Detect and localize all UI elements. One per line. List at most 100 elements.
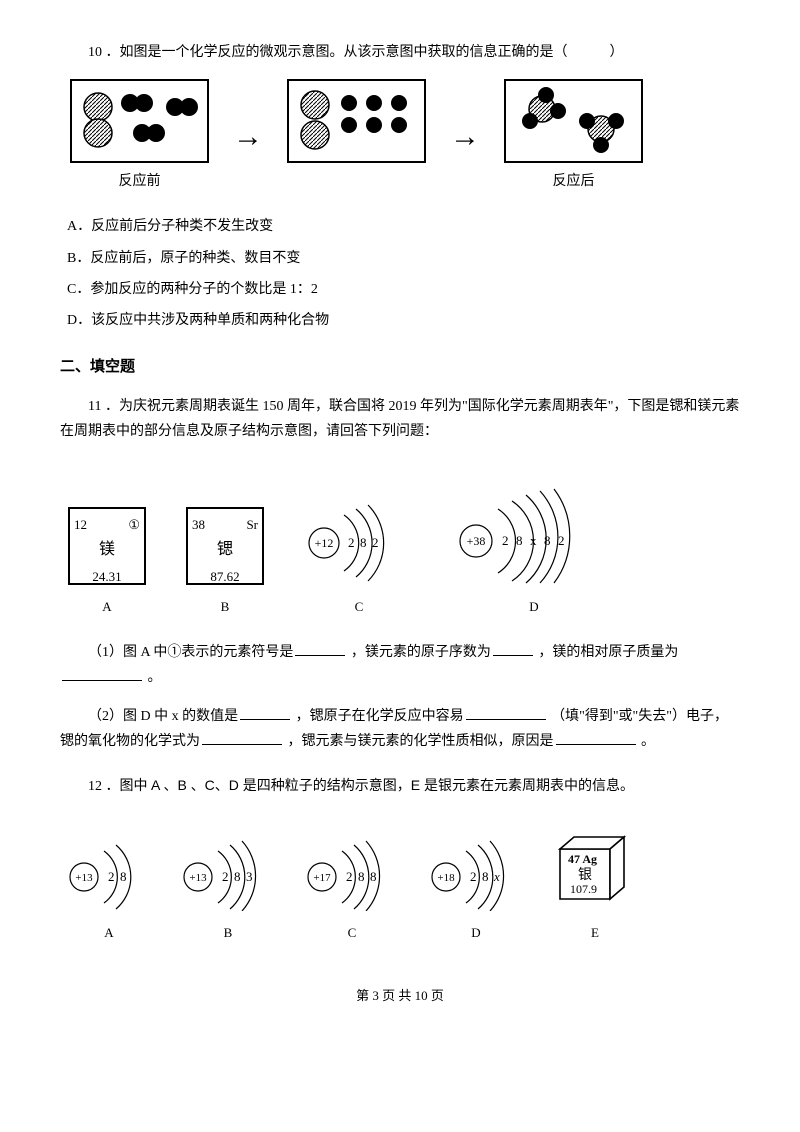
q12-stem-b: A 、B 、C、D xyxy=(151,777,243,793)
tile-b-mass: 87.62 xyxy=(210,565,239,588)
q11-sub1-c: ，镁的相对原子质量为 xyxy=(538,645,678,660)
q11-label-d: D xyxy=(529,595,538,618)
q12-label-b: B xyxy=(224,921,233,944)
svg-text:8: 8 xyxy=(516,533,523,548)
reaction-box-3 xyxy=(504,79,643,163)
svg-text:8: 8 xyxy=(358,869,365,884)
q12-label-e: E xyxy=(591,921,599,944)
q11-label-c: C xyxy=(355,595,364,618)
q11-stem: 11 ．为庆祝元素周期表诞生 150 周年，联合国将 2019 年列为"国际化学… xyxy=(60,394,740,444)
q12-label-c: C xyxy=(348,921,357,944)
cube-e-svg: 47 Ag 银 107.9 xyxy=(550,829,640,911)
q11-sub2-b: ，锶原子在化学反应中容易 xyxy=(296,709,464,724)
q12-atom-d2: +18 2 8 x D xyxy=(426,837,526,944)
svg-text:+13: +13 xyxy=(189,872,207,884)
page-footer: 第 3 页 共 10 页 xyxy=(60,984,740,1007)
svg-text:8: 8 xyxy=(360,535,367,550)
q10-box-after: 反应后 xyxy=(504,79,643,194)
blank[interactable] xyxy=(295,641,345,656)
q11-atom-c: +12 2 8 2 C xyxy=(304,499,414,618)
blank[interactable] xyxy=(493,641,533,656)
svg-text:2: 2 xyxy=(348,535,355,550)
label-before: 反应前 xyxy=(119,169,161,194)
svg-text:+18: +18 xyxy=(437,872,455,884)
q12-stem: 12 ．图中 A 、B 、C、D 是四种粒子的结构示意图，E 是银元素在元素周期… xyxy=(60,773,740,799)
q12-stem-d: E xyxy=(411,777,424,793)
svg-text:8: 8 xyxy=(120,869,127,884)
svg-text:8: 8 xyxy=(234,869,241,884)
blank[interactable] xyxy=(466,705,546,720)
q12-label-a: A xyxy=(104,921,113,944)
q12-atom-a: +13 2 8 A xyxy=(64,837,154,944)
blank[interactable] xyxy=(556,730,636,745)
svg-text:x: x xyxy=(493,869,500,884)
svg-text:2: 2 xyxy=(470,869,477,884)
blank[interactable] xyxy=(240,705,290,720)
q10-option-d: D．该反应中共涉及两种单质和两种化合物 xyxy=(67,308,740,333)
page: 10 ．如图是一个化学反应的微观示意图。从该示意图中获取的信息正确的是（ ） xyxy=(0,0,800,1038)
reaction-box-2 xyxy=(287,79,426,163)
q11-tile-a: 12 ① 镁 24.31 A xyxy=(68,507,146,618)
atom-c-svg: +12 2 8 2 xyxy=(304,499,414,585)
reaction-after-svg xyxy=(506,81,641,161)
svg-text:+17: +17 xyxy=(313,872,331,884)
tile-a-top: 12 ① xyxy=(74,513,140,536)
svg-text:3: 3 xyxy=(246,869,253,884)
svg-text:2: 2 xyxy=(558,533,565,548)
q10-option-c: C．参加反应的两种分子的个数比是 1：2 xyxy=(67,277,740,302)
tile-b-top: 38 Sr xyxy=(192,513,258,536)
arrow-icon: → xyxy=(233,110,263,164)
q12-label-d: D xyxy=(471,921,480,944)
q11-sub2: （2）图 D 中 x 的数值是 ，锶原子在化学反应中容易 （填"得到"或"失去"… xyxy=(60,704,740,754)
atom-c-core: +12 xyxy=(315,536,334,550)
q11-sub2-a: （2）图 D 中 x 的数值是 xyxy=(88,709,238,724)
element-tile-b: 38 Sr 锶 87.62 xyxy=(186,507,264,585)
tile-b-num: 38 xyxy=(192,513,205,536)
element-tile-a: 12 ① 镁 24.31 xyxy=(68,507,146,585)
q11-label-a: A xyxy=(102,595,111,618)
svg-text:2: 2 xyxy=(108,869,115,884)
q10-option-b: B．反应前后，原子的种类、数目不变 xyxy=(67,246,740,271)
svg-text:2: 2 xyxy=(222,869,229,884)
q11-tile-b: 38 Sr 锶 87.62 B xyxy=(186,507,264,618)
svg-text:银: 银 xyxy=(578,867,592,883)
section-2-header: 二、填空题 xyxy=(60,353,740,380)
reaction-box-1 xyxy=(70,79,209,163)
svg-text:8: 8 xyxy=(482,869,489,884)
atom-d-core: +38 xyxy=(467,534,486,548)
svg-text:2: 2 xyxy=(372,535,379,550)
q12-atom-b: +13 2 8 3 B xyxy=(178,837,278,944)
tile-a-name: 镁 xyxy=(99,536,115,565)
label-mid xyxy=(355,169,359,194)
blank[interactable] xyxy=(62,666,142,681)
q11-atom-d: +38 2 8 x 8 2 D xyxy=(454,485,614,618)
reaction-before-svg xyxy=(72,81,207,161)
blank[interactable] xyxy=(202,730,282,745)
q11-figure: 12 ① 镁 24.31 A 38 Sr 锶 87.62 B xyxy=(68,485,740,618)
tile-b-name: 锶 xyxy=(217,536,233,565)
atom-a-svg: +13 2 8 xyxy=(64,837,154,911)
q12-stem-c: 是四种粒子的结构示意图， xyxy=(243,779,411,794)
tile-a-mass: 24.31 xyxy=(92,565,121,588)
q10-figure: 反应前 → → xyxy=(70,79,740,194)
svg-text:2: 2 xyxy=(502,533,509,548)
svg-text:47 Ag: 47 Ag xyxy=(568,852,597,866)
q10-option-a: A．反应前后分子种类不发生改变 xyxy=(67,214,740,239)
q12-atom-c2: +17 2 8 8 C xyxy=(302,837,402,944)
svg-text:2: 2 xyxy=(346,869,353,884)
atom-c2-svg: +17 2 8 8 xyxy=(302,837,402,911)
atom-d2-svg: +18 2 8 x xyxy=(426,837,526,911)
tile-a-sym: ① xyxy=(128,513,140,536)
label-after: 反应后 xyxy=(553,169,595,194)
q11-label-b: B xyxy=(221,595,230,618)
q11-sub1-b: ，镁元素的原子序数为 xyxy=(351,645,491,660)
atom-b-svg: +13 2 8 3 xyxy=(178,837,278,911)
q12-figure: +13 2 8 A +13 2 8 3 B xyxy=(64,829,740,944)
q12-stem-a: 12 ．图中 xyxy=(88,779,151,794)
svg-text:+13: +13 xyxy=(75,872,93,884)
tile-b-sym: Sr xyxy=(246,513,258,536)
atom-d-svg: +38 2 8 x 8 2 xyxy=(454,485,614,585)
svg-text:x: x xyxy=(530,533,537,548)
q12-stem-e: 是银元素在元素周期表中的信息。 xyxy=(424,779,634,794)
q10-box-mid xyxy=(287,79,426,194)
